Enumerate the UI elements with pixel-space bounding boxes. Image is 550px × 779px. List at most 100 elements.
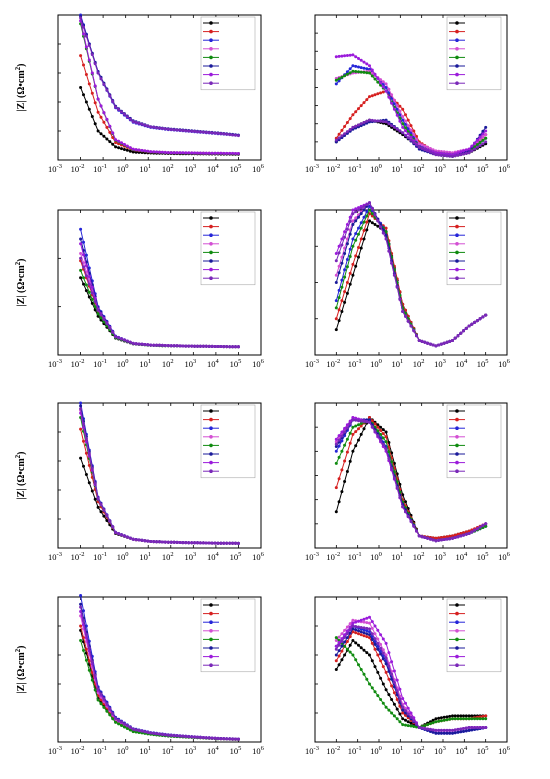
x-tick-label: 10-1 (348, 358, 362, 369)
data-point-1h (351, 449, 355, 453)
data-point-36h (175, 540, 179, 544)
data-point-36h (453, 536, 457, 539)
data-point-36h (137, 538, 141, 542)
data-point-1h (99, 510, 103, 514)
data-point-1h (102, 134, 106, 138)
data-point-16h (82, 648, 85, 652)
data-point-8h (415, 137, 418, 141)
data-point-30h (158, 150, 161, 154)
data-point-30h (82, 32, 85, 36)
data-point-16h (87, 290, 91, 294)
data-point-30h (105, 117, 109, 121)
data-point-16h (475, 717, 479, 721)
x-tick-label: 105 (477, 745, 489, 756)
data-point-36h (337, 643, 341, 647)
data-point-30h (381, 85, 385, 89)
data-point-36h (439, 342, 443, 346)
data-point-16h (362, 220, 366, 224)
data-point-8h (398, 109, 402, 113)
x-tick-label: 10-3 (48, 358, 62, 369)
data-point-48h (404, 133, 407, 137)
legend-marker-30h (209, 72, 213, 77)
x-tick-label: 106 (498, 163, 511, 174)
data-point-3h (84, 647, 88, 651)
data-point-30h (122, 143, 126, 146)
data-point-3h (390, 684, 394, 688)
data-point-36h (178, 734, 182, 738)
data-point-24h (340, 261, 344, 265)
data-point-24h (340, 644, 344, 648)
data-point-3h (340, 649, 344, 653)
data-point-1h (387, 693, 391, 697)
data-point-30h (337, 54, 341, 58)
plot-frame (57, 596, 262, 743)
data-point-1h (398, 712, 402, 716)
x-tick-label: 10-3 (305, 163, 319, 174)
legend-marker-8h (209, 242, 213, 246)
x-tick-label: 104 (207, 551, 220, 562)
data-point-3h (359, 104, 363, 108)
data-point-36h (222, 345, 226, 349)
data-point-3h (404, 713, 407, 717)
data-point-36h (359, 626, 363, 629)
data-point-30h (390, 660, 394, 664)
data-point-48h (392, 125, 396, 129)
data-point-8h (343, 246, 347, 250)
data-point-36h (334, 442, 338, 446)
data-point-48h (204, 130, 208, 134)
data-point-24h (337, 271, 341, 275)
data-point-36h (409, 715, 413, 719)
data-point-36h (451, 536, 454, 540)
data-point-16h (376, 429, 380, 433)
data-point-24h (79, 404, 83, 408)
data-point-36h (362, 204, 366, 208)
data-point-36h (201, 541, 205, 545)
x-tick-label: 10-3 (48, 163, 62, 174)
data-point-48h (395, 127, 399, 131)
data-point-30h (484, 129, 488, 133)
data-point-36h (216, 736, 220, 740)
data-point-1h (334, 668, 338, 671)
data-point-30h (351, 208, 355, 212)
data-point-36h (99, 313, 103, 317)
data-point-30h (348, 419, 352, 423)
data-point-24h (484, 125, 488, 129)
data-point-36h (478, 317, 482, 321)
data-point-30h (376, 628, 380, 632)
data-point-36h (207, 541, 211, 545)
data-point-3h (392, 691, 396, 695)
data-point-36h (82, 265, 85, 269)
data-point-16h (401, 122, 405, 126)
legend (200, 211, 256, 286)
data-point-1h (87, 295, 91, 299)
legend-marker-3h (209, 417, 213, 422)
data-point-3h (434, 536, 438, 540)
data-point-24h (370, 638, 374, 641)
data-point-3h (409, 124, 413, 128)
data-point-8h (392, 98, 396, 102)
data-point-36h (87, 282, 91, 286)
data-point-1h (434, 717, 438, 721)
data-point-16h (340, 285, 344, 289)
data-point-48h (84, 34, 88, 38)
legend-marker-1h (209, 603, 213, 607)
data-point-8h (431, 148, 435, 152)
data-point-36h (131, 727, 135, 731)
data-point-3h (334, 659, 338, 663)
data-point-48h (219, 132, 223, 136)
data-point-30h (395, 678, 399, 682)
data-point-36h (234, 737, 237, 741)
data-point-30h (362, 617, 366, 621)
data-point-16h (473, 717, 477, 721)
data-point-36h (381, 443, 385, 446)
data-point-3h (365, 220, 369, 224)
data-point-36h (420, 339, 424, 343)
data-point-1h (357, 255, 360, 259)
data-point-36h (228, 345, 232, 349)
data-point-16h (359, 422, 363, 425)
data-point-16h (84, 658, 88, 662)
data-point-1h (343, 480, 347, 483)
data-point-36h (392, 273, 396, 277)
data-point-1h (82, 93, 85, 97)
chart-c-phz: 10-3 10-2 10-1 100 101 102 103 104 105 106 (305, 402, 511, 562)
